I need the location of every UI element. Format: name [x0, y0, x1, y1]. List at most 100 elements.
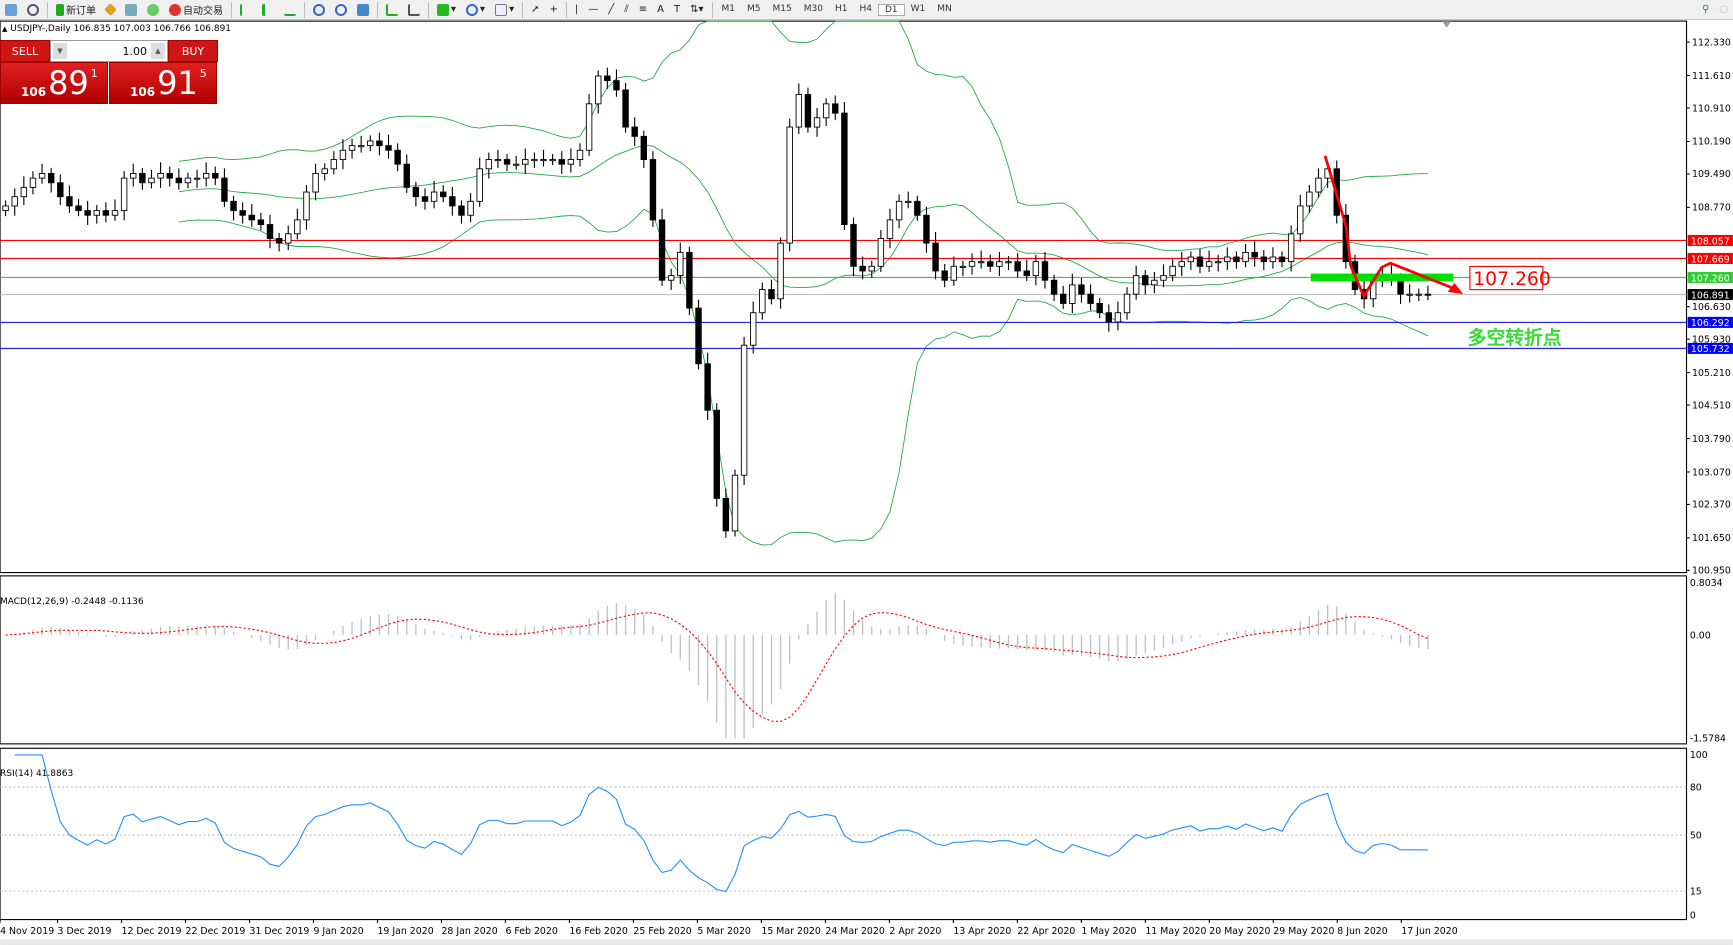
chart-shift-marker-icon[interactable]	[1442, 21, 1452, 28]
date-label: 3 Dec 2019	[58, 926, 112, 937]
timeframe-m30[interactable]: M30	[803, 3, 823, 14]
candle	[449, 186, 456, 216]
equidistant-channel-button[interactable]: ⫽	[619, 1, 633, 19]
cursor-button[interactable]: ➚	[526, 1, 544, 19]
candle	[1415, 288, 1422, 302]
lot-size-field[interactable]: ▼ 1.00 ▲	[50, 40, 168, 62]
candle-body	[512, 163, 520, 166]
candle-body	[1096, 303, 1103, 314]
candle-body	[1087, 293, 1094, 304]
line-chart-button[interactable]	[279, 1, 301, 19]
candle-body	[567, 159, 575, 165]
date-label: 8 Jun 2020	[1337, 926, 1387, 937]
search-button[interactable]: ⚲	[1697, 1, 1714, 19]
auto-scroll-button[interactable]	[381, 1, 403, 19]
fibonacci-button[interactable]: ≡	[634, 1, 652, 19]
candle-body	[704, 363, 711, 411]
candle	[266, 214, 274, 249]
chat-button[interactable]: ◌	[1714, 1, 1733, 19]
candle	[850, 217, 857, 277]
periods-button[interactable]: ▾	[461, 1, 490, 19]
trendline-button[interactable]: ╱	[603, 1, 619, 19]
signals-button[interactable]	[142, 1, 164, 19]
date-label: 28 Jan 2020	[441, 926, 497, 937]
candle	[941, 263, 948, 288]
lot-decrease-icon[interactable]: ▼	[53, 43, 67, 59]
arrows-button[interactable]: ⇅▾	[685, 1, 708, 19]
metaeditor-button[interactable]	[101, 1, 120, 19]
level-price-tag	[1687, 271, 1733, 283]
fibonacci-icon: ≡	[638, 4, 648, 15]
candle-chart-button[interactable]	[257, 1, 279, 19]
candle-body	[1415, 293, 1422, 296]
indicators-button[interactable]: ▾	[432, 1, 461, 19]
candle	[93, 205, 100, 224]
timeframe-mn[interactable]: MN	[937, 3, 952, 14]
templates-button[interactable]: ▾	[490, 1, 519, 19]
timeframe-w1[interactable]: W1	[910, 3, 926, 14]
text-label-button[interactable]: T	[669, 1, 685, 19]
diamond-icon	[104, 3, 117, 16]
chart-shift-button[interactable]	[403, 1, 425, 19]
candle	[339, 139, 347, 170]
zoom-in-button[interactable]	[308, 1, 330, 19]
candle	[376, 132, 383, 156]
new-chart-button[interactable]	[0, 1, 22, 19]
date-axis: 4 Nov 2019 3 Dec 2019 12 Dec 2019 22 Dec 20…	[0, 919, 1733, 945]
navigator-button[interactable]	[120, 1, 142, 19]
candle	[367, 135, 374, 152]
horizontal-line-button[interactable]: —	[583, 1, 603, 19]
candle	[403, 154, 410, 193]
lot-value[interactable]: 1.00	[122, 44, 148, 58]
candle-body	[558, 159, 565, 165]
timeframe-m15[interactable]: M15	[772, 3, 792, 14]
candle-body	[285, 233, 292, 244]
trendline-icon: ╱	[608, 4, 615, 15]
bar-chart-button[interactable]	[235, 1, 257, 19]
vertical-line-button[interactable]: |	[570, 1, 583, 19]
level-price-text: 107.260	[1691, 273, 1730, 284]
candle-body	[677, 251, 684, 277]
candle-body	[1151, 279, 1158, 286]
candle	[677, 242, 684, 284]
candle-body	[932, 242, 939, 272]
sell-price[interactable]: 106 89 1	[0, 62, 108, 104]
zoom-button[interactable]	[22, 1, 44, 19]
zoom-out-button[interactable]	[330, 1, 352, 19]
timeframe-m5[interactable]: M5	[747, 3, 761, 14]
candle	[832, 95, 839, 121]
buy-price[interactable]: 106 91 5	[109, 62, 217, 104]
candle-body	[440, 191, 447, 198]
candle-body	[822, 103, 830, 119]
sell-button[interactable]: SELL	[0, 40, 50, 62]
channel-icon: ⫽	[624, 4, 629, 15]
candle-body	[1215, 261, 1222, 264]
candle-body	[941, 270, 948, 281]
tile-windows-button[interactable]	[352, 1, 374, 19]
timeframe-h4[interactable]: H4	[859, 3, 872, 14]
chart-area[interactable]: 107.260 多空转折点 108.057 107.669 107.260 106.89…	[0, 20, 1733, 945]
candle	[312, 163, 319, 201]
timeframe-m1[interactable]: M1	[721, 3, 736, 14]
separator	[711, 1, 713, 18]
candle-body	[540, 159, 547, 162]
new-order-button[interactable]: 新订单	[51, 1, 101, 19]
crosshair-button[interactable]: +	[544, 1, 562, 19]
candle-body	[868, 265, 875, 272]
candle	[303, 185, 310, 230]
candle	[421, 188, 429, 210]
date-label: 4 Nov 2019	[0, 926, 54, 937]
horizontal-scrollbar[interactable]	[0, 939, 1733, 945]
candle	[695, 299, 702, 370]
lot-increase-icon[interactable]: ▲	[151, 43, 165, 59]
level-price-text: 105.732	[1691, 344, 1730, 355]
level-price-tag	[1687, 316, 1733, 328]
buy-button[interactable]: BUY	[168, 40, 218, 62]
timeframe-h1[interactable]: H1	[834, 3, 848, 14]
text-button[interactable]: A	[652, 1, 669, 19]
collapse-triangle-icon[interactable]: ▲	[2, 25, 8, 33]
candle-body	[895, 200, 903, 221]
auto-trading-button[interactable]: 自动交易	[164, 1, 228, 19]
price-tick-label: 100.950	[1692, 566, 1731, 577]
timeframe-d1[interactable]: D1	[877, 3, 905, 16]
